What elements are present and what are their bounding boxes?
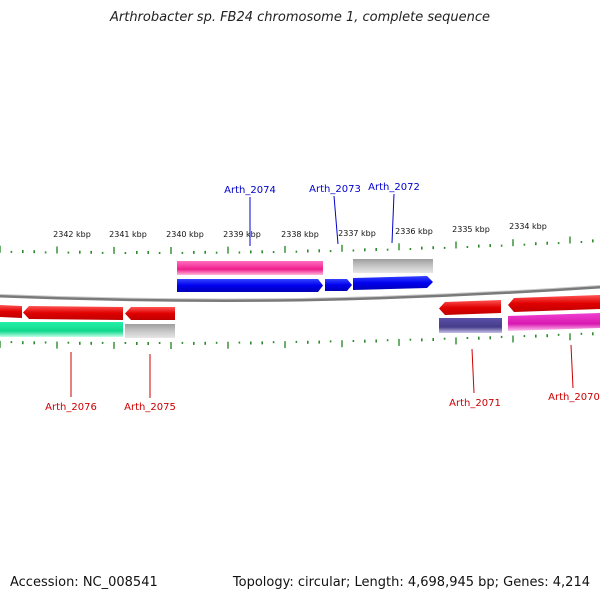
gene-arrow-arth-2071[interactable] xyxy=(439,300,501,315)
gene-arrow-arth-2076[interactable] xyxy=(23,306,123,320)
tick-label: 2338 kbp xyxy=(281,230,319,239)
gene-label-arth-2072[interactable]: Arth_2072 xyxy=(368,182,420,193)
feature-gray-bottom[interactable] xyxy=(125,324,175,338)
gene-arrow-left-partial[interactable] xyxy=(0,305,22,318)
feature-gray-top[interactable] xyxy=(353,259,433,273)
gene-label-arth-2076[interactable]: Arth_2076 xyxy=(45,402,97,413)
tick-label: 2339 kbp xyxy=(223,230,261,239)
genome-stats-text: Topology: circular; Length: 4,698,945 bp… xyxy=(232,575,590,590)
gene-label-arth-2071[interactable]: Arth_2071 xyxy=(449,398,501,409)
outer-tick-ring xyxy=(0,236,594,254)
tick-label: 2341 kbp xyxy=(109,230,147,239)
tick-label: 2340 kbp xyxy=(166,230,204,239)
feature-magenta-bottom[interactable] xyxy=(508,313,600,331)
tick-label: 2337 kbp xyxy=(338,229,376,238)
feature-pink-top[interactable] xyxy=(177,261,323,275)
feature-navy-bottom[interactable] xyxy=(439,318,502,333)
tick-label: 2334 kbp xyxy=(509,222,547,231)
gene-label-arth-2070[interactable]: Arth_2070 xyxy=(548,392,600,403)
gene-label-arth-2075[interactable]: Arth_2075 xyxy=(124,402,176,413)
gene-arrow-arth-2073[interactable] xyxy=(325,279,352,291)
gene-arrow-arth-2075[interactable] xyxy=(125,307,175,320)
map-title: Arthrobacter sp. FB24 chromosome 1, comp… xyxy=(109,10,491,25)
tick-label: 2335 kbp xyxy=(452,225,490,234)
inner-tick-ring xyxy=(0,332,594,349)
accession-text: Accession: NC_008541 xyxy=(10,575,158,590)
gene-arrow-arth-2074[interactable] xyxy=(177,279,323,292)
gene-arrow-arth-2070[interactable] xyxy=(508,295,600,312)
gene-label-arth-2074[interactable]: Arth_2074 xyxy=(224,185,276,196)
tick-label: 2336 kbp xyxy=(395,227,433,236)
gene-arrow-arth-2072[interactable] xyxy=(353,276,433,290)
tick-label: 2342 kbp xyxy=(53,230,91,239)
gene-label-arth-2073[interactable]: Arth_2073 xyxy=(309,184,361,195)
feature-teal-bottom[interactable] xyxy=(0,322,123,337)
chromosome-backbone xyxy=(0,285,600,302)
